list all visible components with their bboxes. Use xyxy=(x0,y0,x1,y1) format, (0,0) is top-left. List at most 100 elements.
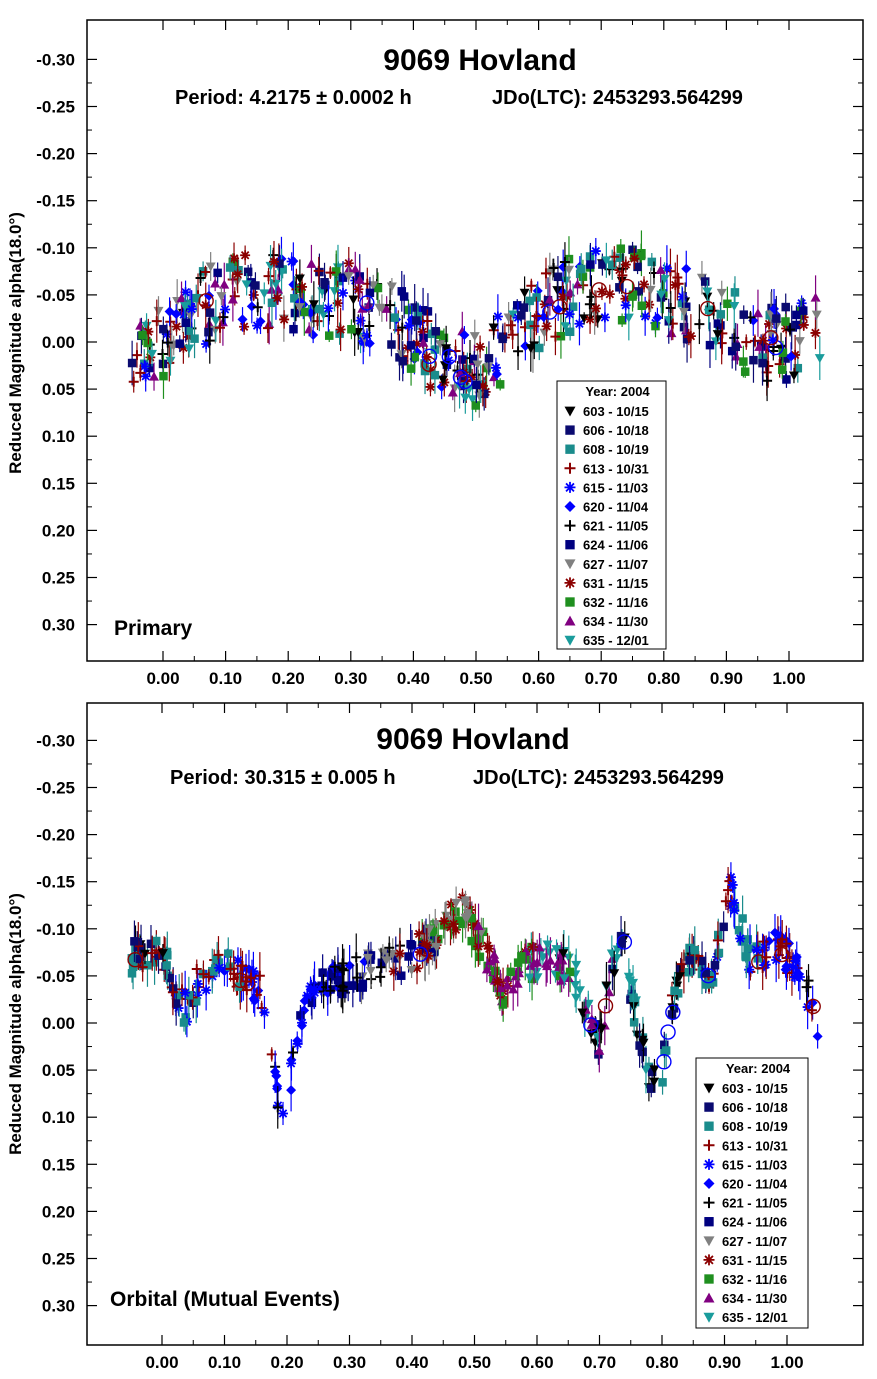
data-point xyxy=(157,349,168,360)
data-point xyxy=(565,425,575,435)
data-point xyxy=(252,320,263,331)
data-point xyxy=(550,331,561,342)
data-point xyxy=(659,275,670,285)
data-point xyxy=(700,300,716,317)
data-point xyxy=(574,986,585,996)
data-point xyxy=(591,1020,601,1029)
legend-entry: 621 - 11/05 xyxy=(722,1196,787,1211)
data-point xyxy=(759,960,770,971)
data-point xyxy=(425,381,436,392)
data-point xyxy=(472,360,483,370)
data-point xyxy=(532,973,543,983)
data-point xyxy=(617,939,626,948)
data-point xyxy=(421,351,432,362)
data-point xyxy=(591,282,607,298)
data-point xyxy=(560,322,571,332)
legend-entry: 635 - 12/01 xyxy=(722,1310,788,1325)
data-point xyxy=(564,615,576,626)
data-point xyxy=(713,319,723,328)
data-point xyxy=(391,954,401,963)
data-point xyxy=(545,955,556,965)
data-point xyxy=(700,968,716,984)
data-point xyxy=(411,338,422,349)
data-point xyxy=(431,327,440,336)
x-tick-label: 0.50 xyxy=(459,669,492,688)
data-point xyxy=(406,364,416,373)
data-point xyxy=(623,313,634,323)
x-tick-label: 0.20 xyxy=(272,669,305,688)
data-point xyxy=(381,956,392,966)
data-point xyxy=(272,293,283,304)
data-point xyxy=(127,954,137,963)
data-point xyxy=(616,934,633,950)
data-point xyxy=(483,363,494,373)
data-point xyxy=(638,1047,647,1057)
data-point xyxy=(655,264,666,274)
y-tick-label: -0.05 xyxy=(36,286,75,305)
data-point xyxy=(180,287,191,298)
data-point xyxy=(354,274,365,284)
x-tick-label: 0.20 xyxy=(270,1353,303,1372)
data-point xyxy=(297,281,308,292)
data-point xyxy=(388,966,399,977)
data-point xyxy=(460,393,471,403)
data-point xyxy=(576,264,586,274)
legend-entry: 631 - 11/15 xyxy=(722,1253,787,1268)
y-tick-label: 0.10 xyxy=(42,1108,75,1127)
data-point xyxy=(462,913,473,923)
x-tick-label: 0.80 xyxy=(645,1353,678,1372)
data-point xyxy=(361,330,372,341)
data-point xyxy=(147,948,158,959)
data-point xyxy=(658,1078,667,1087)
data-point xyxy=(672,272,683,283)
data-point xyxy=(210,316,221,326)
data-point xyxy=(793,363,803,373)
data-point xyxy=(219,279,230,289)
data-point xyxy=(406,966,417,976)
data-point xyxy=(374,303,385,313)
x-tick-label: 0.60 xyxy=(520,1353,553,1372)
data-point xyxy=(181,1013,190,1022)
data-point xyxy=(307,998,317,1008)
data-point xyxy=(439,333,449,343)
y-axis-label: Reduced Magnitude alpha(18.0°) xyxy=(6,893,25,1155)
data-point xyxy=(794,337,805,347)
data-point xyxy=(565,967,575,977)
data-point xyxy=(137,962,148,973)
data-point xyxy=(198,293,214,309)
data-point xyxy=(479,389,489,399)
data-point xyxy=(288,256,299,267)
data-point xyxy=(348,295,359,305)
data-point xyxy=(165,973,174,983)
data-point xyxy=(814,354,825,364)
data-point xyxy=(204,327,213,337)
data-point xyxy=(470,918,481,929)
data-point xyxy=(714,948,724,958)
data-point xyxy=(358,979,368,989)
data-point xyxy=(414,946,425,957)
data-point xyxy=(241,280,252,290)
data-point xyxy=(428,927,438,937)
data-point xyxy=(447,387,458,397)
data-point xyxy=(429,947,439,957)
data-point xyxy=(138,331,147,340)
data-point xyxy=(394,948,405,959)
data-point xyxy=(151,316,162,327)
data-point xyxy=(353,284,364,295)
data-point xyxy=(705,340,715,350)
data-point xyxy=(540,268,551,279)
data-point xyxy=(810,327,821,338)
data-point xyxy=(811,310,822,320)
data-point xyxy=(439,916,450,927)
data-point xyxy=(731,342,740,352)
data-point xyxy=(143,960,152,970)
data-point xyxy=(406,341,416,350)
y-tick-label: -0.15 xyxy=(36,192,75,211)
legend-entry: 620 - 11/04 xyxy=(722,1177,788,1192)
data-point xyxy=(246,972,257,983)
data-point xyxy=(186,304,197,315)
data-point xyxy=(660,1024,676,1040)
data-point xyxy=(173,1003,184,1014)
data-point xyxy=(639,279,650,290)
data-point xyxy=(309,983,320,994)
